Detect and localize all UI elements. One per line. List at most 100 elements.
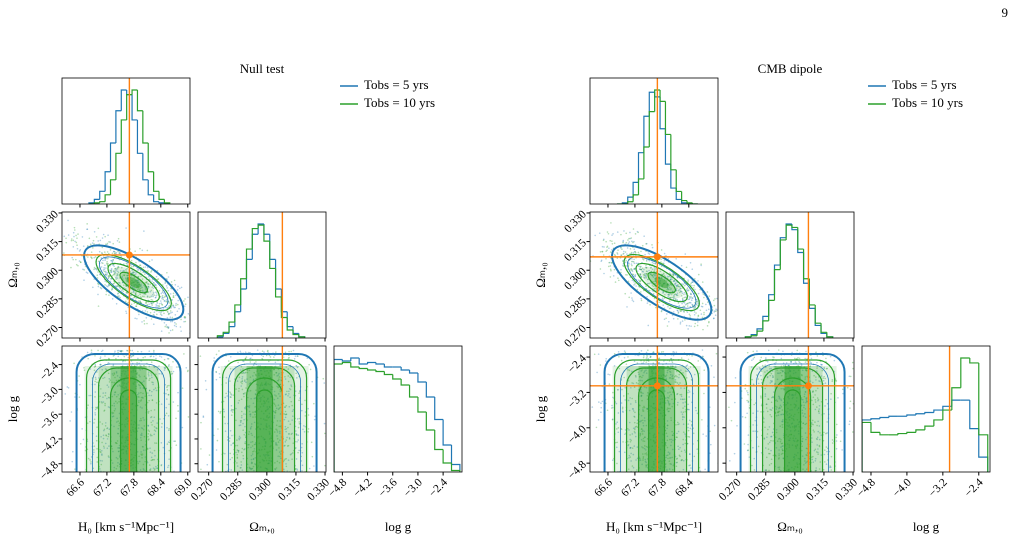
density-fill <box>120 272 147 293</box>
sample-point <box>180 318 182 321</box>
sample-point <box>104 402 106 405</box>
sample-point <box>682 443 684 446</box>
sample-point <box>770 435 773 438</box>
histogram-step <box>341 359 351 362</box>
panel-frame <box>333 345 463 473</box>
sample-point <box>108 284 110 287</box>
sample-point <box>611 418 614 421</box>
sample-point <box>244 442 246 445</box>
sample-point <box>621 410 624 413</box>
sample-point <box>668 395 671 397</box>
sample-point <box>257 479 259 481</box>
sample-point <box>160 302 163 304</box>
sample-point <box>273 368 276 371</box>
histogram-step <box>286 317 294 331</box>
sample-point <box>630 267 633 270</box>
histogram-step <box>643 146 650 179</box>
sample-point <box>755 374 758 376</box>
sample-point <box>687 429 690 432</box>
sample-point <box>117 271 120 274</box>
sample-point <box>94 380 96 383</box>
sample-point <box>628 369 631 372</box>
sample-point <box>815 379 817 381</box>
sample-point <box>167 464 170 467</box>
sample-point <box>106 427 109 429</box>
sample-point <box>183 320 185 323</box>
sample-point <box>170 287 172 290</box>
sample-point <box>100 252 103 254</box>
sample-point <box>150 374 153 376</box>
sample-point <box>683 416 686 418</box>
sample-point <box>94 365 97 367</box>
sample-point <box>789 476 791 478</box>
sample-point <box>246 369 249 371</box>
sample-point <box>696 298 698 301</box>
sample-point <box>146 266 149 269</box>
sample-point <box>147 429 150 431</box>
histogram-step <box>820 323 827 333</box>
sample-point <box>106 263 109 266</box>
sample-point <box>290 350 293 353</box>
sample-point <box>680 369 682 371</box>
sample-point <box>93 230 96 233</box>
x-tick-label: 0.315 <box>276 476 303 503</box>
sample-point <box>681 477 683 479</box>
sample-point <box>141 434 143 436</box>
sample-point <box>653 269 656 271</box>
sample-point <box>284 406 286 408</box>
sample-point <box>167 327 170 329</box>
sample-point <box>677 445 679 448</box>
sample-point <box>86 245 89 247</box>
sample-point <box>149 377 151 380</box>
sample-point <box>130 266 133 268</box>
sample-point <box>690 293 692 296</box>
sample-point <box>696 448 699 450</box>
sample-point <box>286 445 289 447</box>
sample-point <box>152 467 155 469</box>
sample-point <box>191 418 193 420</box>
sample-point <box>642 356 645 359</box>
sample-point <box>683 302 686 304</box>
sample-point <box>683 296 685 299</box>
sample-point <box>637 354 640 357</box>
sample-point <box>648 282 651 285</box>
sample-point <box>693 313 696 316</box>
sample-point <box>118 384 121 386</box>
sample-point <box>106 251 109 253</box>
sample-point <box>146 249 149 252</box>
sample-point <box>825 463 828 465</box>
sample-point <box>248 383 251 385</box>
sample-point <box>682 402 684 404</box>
sample-point <box>680 459 683 462</box>
sample-point <box>645 369 647 371</box>
sample-point <box>301 403 303 406</box>
sample-point <box>643 440 646 443</box>
sample-point <box>634 275 637 278</box>
sample-point <box>702 433 704 435</box>
sample-point <box>250 432 253 435</box>
sample-point <box>298 399 300 402</box>
sample-point <box>222 400 225 403</box>
sample-point <box>639 279 642 282</box>
sample-point <box>204 380 207 382</box>
sample-point <box>636 422 638 425</box>
histogram-step <box>425 412 435 431</box>
sample-point <box>278 425 280 428</box>
sample-point <box>153 449 156 452</box>
sample-point <box>273 390 276 393</box>
sample-point <box>641 379 643 382</box>
sample-point <box>677 285 680 288</box>
sample-point <box>764 387 767 390</box>
sample-point <box>253 481 255 483</box>
histogram-step <box>131 89 138 95</box>
sample-point <box>79 261 82 263</box>
sample-point <box>674 282 677 284</box>
sample-point <box>601 250 604 253</box>
sample-point <box>241 380 243 383</box>
sample-point <box>695 409 697 412</box>
sample-point <box>700 305 703 308</box>
sample-point <box>192 337 194 339</box>
sample-point <box>631 397 633 400</box>
sample-point <box>237 351 239 354</box>
sample-point <box>241 380 244 382</box>
